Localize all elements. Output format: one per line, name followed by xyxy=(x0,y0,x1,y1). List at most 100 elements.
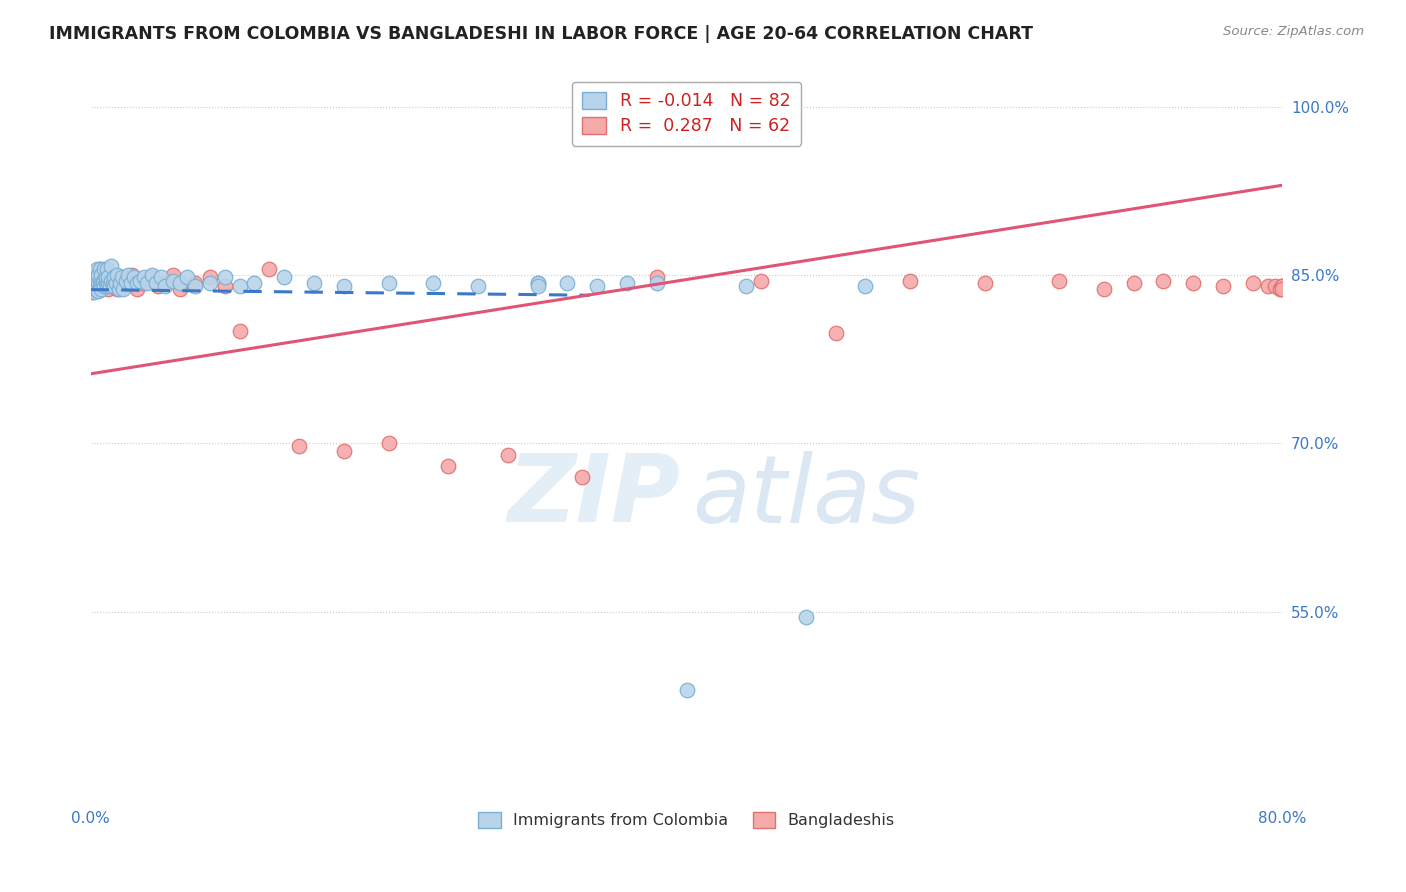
Point xyxy=(1271,281,1294,295)
Point xyxy=(333,279,356,293)
Point xyxy=(84,281,107,295)
Point xyxy=(467,279,489,293)
Point xyxy=(973,276,995,290)
Point xyxy=(86,281,108,295)
Point xyxy=(100,259,122,273)
Point xyxy=(117,276,139,290)
Point xyxy=(1047,274,1070,288)
Point xyxy=(117,268,139,282)
Point xyxy=(586,279,609,293)
Point xyxy=(128,274,150,288)
Point xyxy=(184,276,207,290)
Point xyxy=(198,276,221,290)
Point xyxy=(259,262,281,277)
Point xyxy=(1152,274,1174,288)
Point xyxy=(90,281,112,295)
Point xyxy=(84,281,107,295)
Point xyxy=(103,270,125,285)
Point xyxy=(86,262,108,277)
Point xyxy=(794,610,817,624)
Point xyxy=(86,279,108,293)
Point xyxy=(83,268,105,282)
Point xyxy=(98,279,121,293)
Point xyxy=(675,683,697,698)
Point xyxy=(97,276,120,290)
Point xyxy=(228,324,250,338)
Point xyxy=(571,470,593,484)
Point xyxy=(91,274,114,288)
Point xyxy=(91,276,114,290)
Point xyxy=(125,281,148,295)
Text: IMMIGRANTS FROM COLOMBIA VS BANGLADESHI IN LABOR FORCE | AGE 20-64 CORRELATION C: IMMIGRANTS FROM COLOMBIA VS BANGLADESHI … xyxy=(49,25,1033,43)
Point xyxy=(108,281,131,295)
Point xyxy=(146,279,169,293)
Point xyxy=(110,276,132,290)
Point xyxy=(377,436,399,450)
Point xyxy=(93,279,115,293)
Point xyxy=(121,268,143,282)
Point xyxy=(83,285,105,299)
Point xyxy=(103,279,125,293)
Point xyxy=(139,270,162,285)
Point xyxy=(1182,276,1205,290)
Point xyxy=(103,270,125,285)
Point xyxy=(84,274,107,288)
Point xyxy=(100,274,122,288)
Point xyxy=(83,270,105,285)
Point xyxy=(87,276,110,290)
Point xyxy=(377,276,399,290)
Point xyxy=(273,270,295,285)
Point xyxy=(111,270,134,285)
Point xyxy=(112,279,135,293)
Point xyxy=(97,281,120,295)
Legend: Immigrants from Colombia, Bangladeshis: Immigrants from Colombia, Bangladeshis xyxy=(472,805,901,835)
Point xyxy=(82,279,104,293)
Point xyxy=(101,279,124,293)
Point xyxy=(198,270,221,285)
Point xyxy=(94,276,117,290)
Point xyxy=(243,276,266,290)
Point xyxy=(302,276,325,290)
Point xyxy=(94,270,117,285)
Point xyxy=(90,281,112,295)
Point xyxy=(91,274,114,288)
Point xyxy=(87,281,110,295)
Point xyxy=(84,274,107,288)
Point xyxy=(120,276,142,290)
Point xyxy=(1264,279,1286,293)
Point xyxy=(89,262,111,277)
Point xyxy=(82,285,104,299)
Point xyxy=(93,262,115,277)
Point xyxy=(107,281,129,295)
Point xyxy=(333,444,356,458)
Point xyxy=(526,276,548,290)
Point xyxy=(422,276,444,290)
Point xyxy=(735,279,758,293)
Point xyxy=(1257,279,1279,293)
Point xyxy=(149,270,172,285)
Point xyxy=(86,279,108,293)
Point xyxy=(125,276,148,290)
Point xyxy=(824,326,846,341)
Point xyxy=(86,266,108,280)
Point xyxy=(496,448,519,462)
Point xyxy=(134,270,156,285)
Point xyxy=(526,276,548,290)
Text: atlas: atlas xyxy=(693,450,921,541)
Point xyxy=(184,279,207,293)
Point xyxy=(87,268,110,282)
Point xyxy=(83,277,105,291)
Point xyxy=(1268,281,1291,295)
Point xyxy=(616,276,638,290)
Point xyxy=(98,276,121,290)
Point xyxy=(90,268,112,282)
Point xyxy=(645,270,668,285)
Point xyxy=(1271,279,1294,293)
Point xyxy=(82,274,104,288)
Point xyxy=(96,274,118,288)
Point xyxy=(1271,279,1294,293)
Point xyxy=(214,279,236,293)
Point xyxy=(526,279,548,293)
Point xyxy=(110,274,132,288)
Point xyxy=(84,276,107,290)
